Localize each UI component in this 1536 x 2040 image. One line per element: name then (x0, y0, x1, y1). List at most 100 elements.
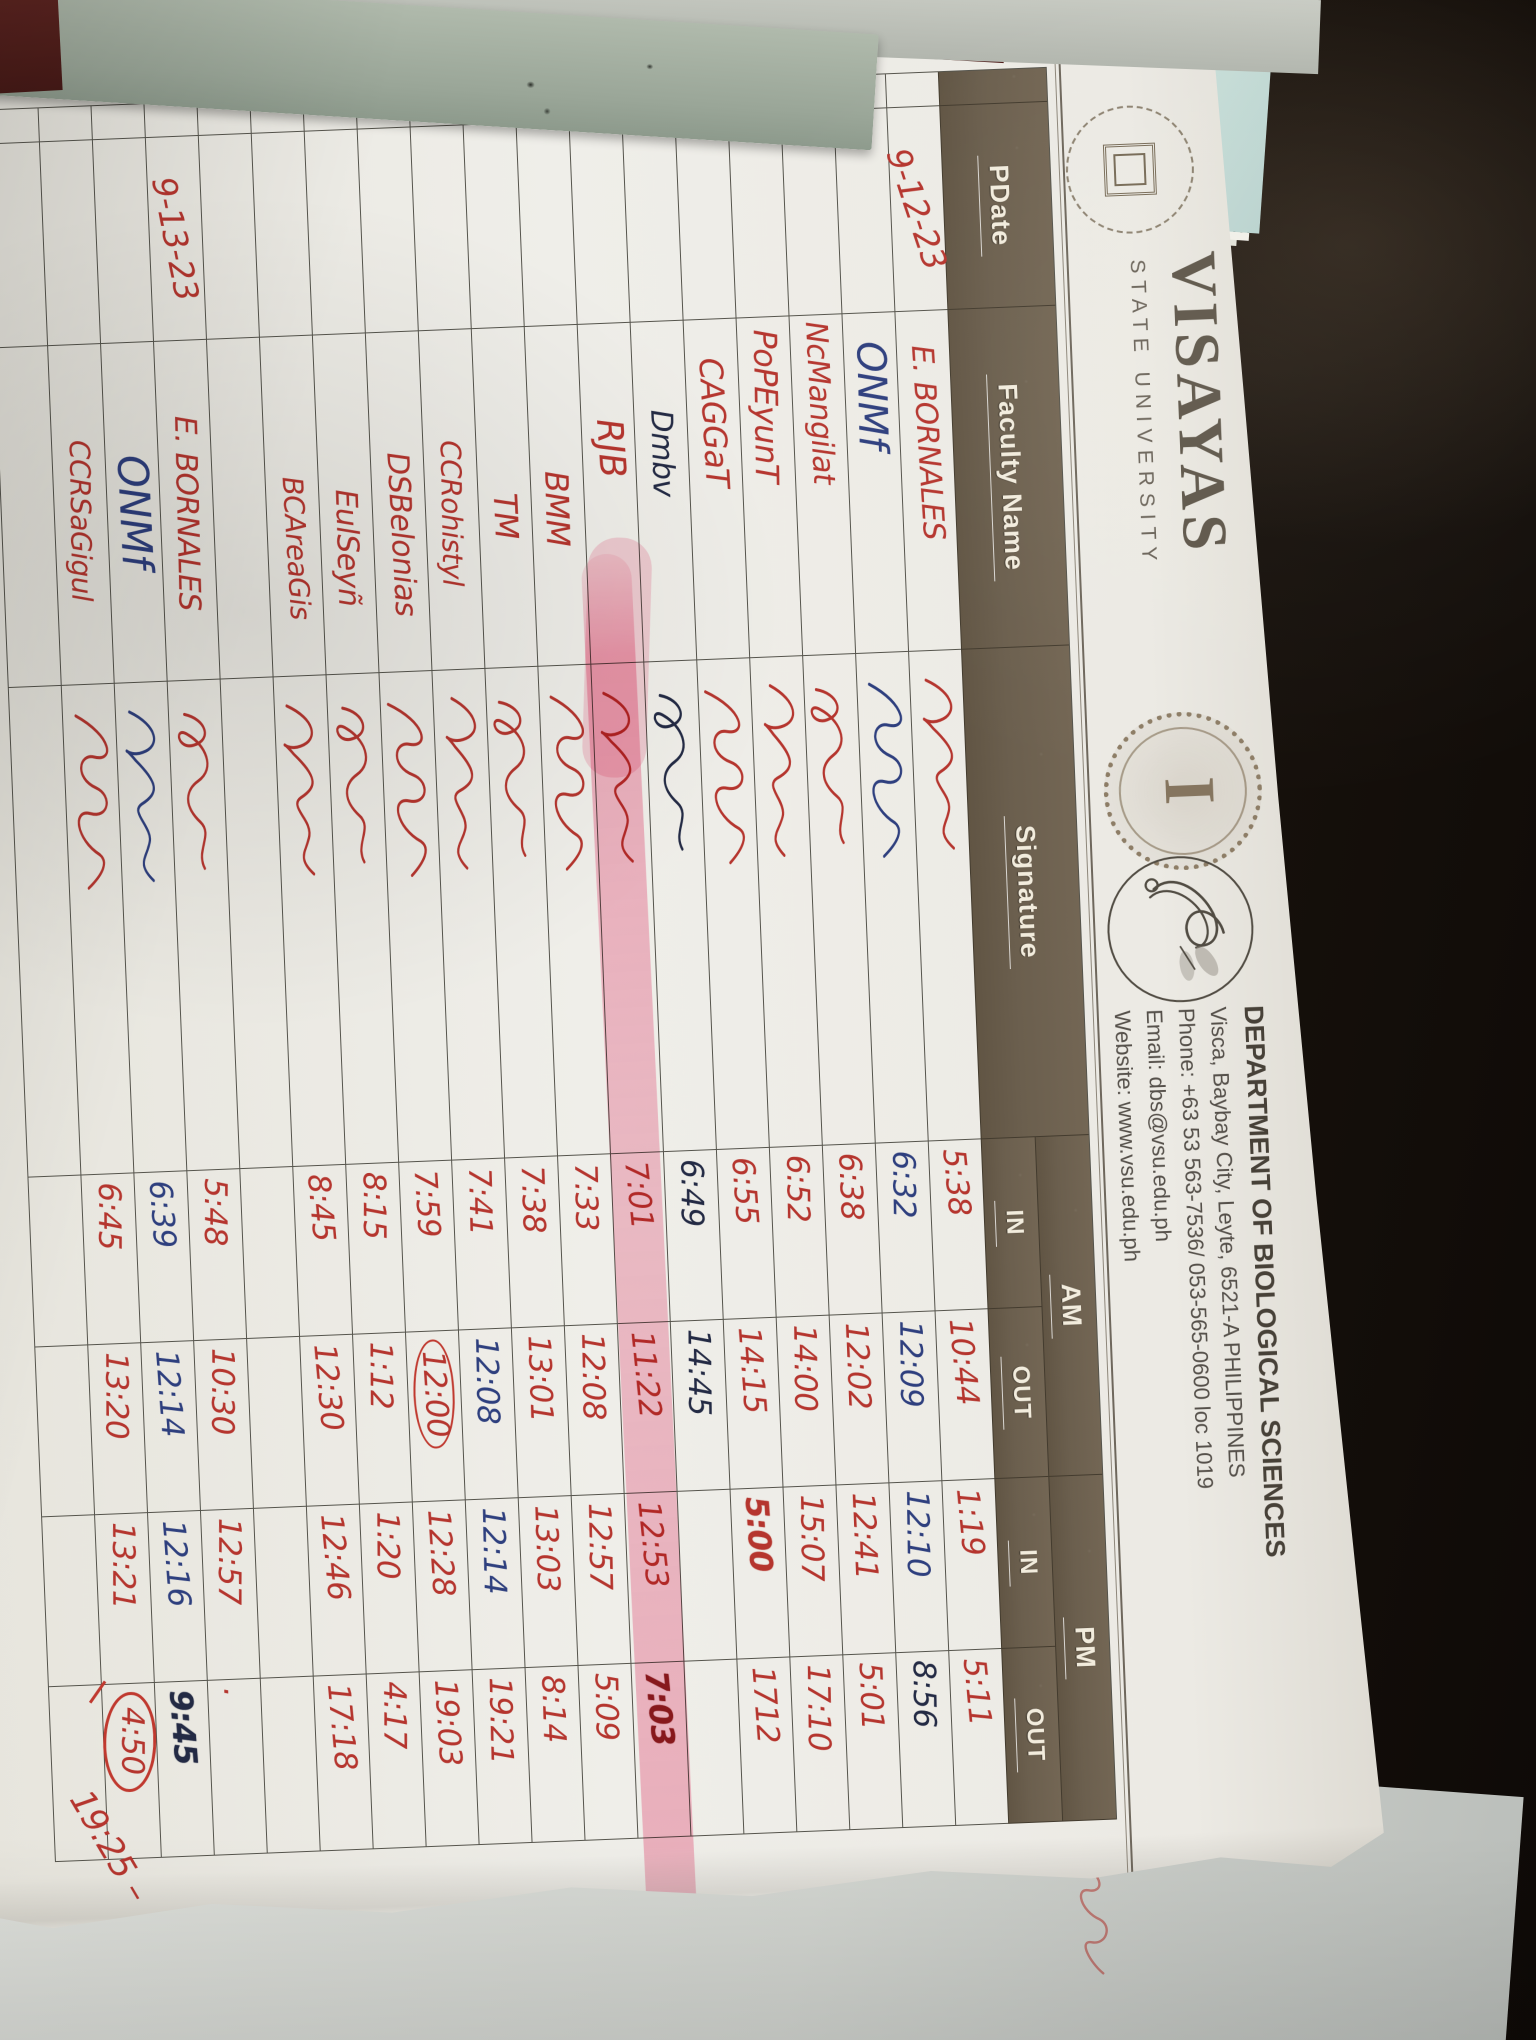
cell-pm-in: 12:41 (835, 1483, 895, 1655)
department-email: Email: dbs@vsu.edu.ph (1141, 1008, 1176, 1243)
cell-am-in (27, 1176, 87, 1348)
next-page-edge (0, 1679, 1524, 2040)
cell-am-in: 8:45 (292, 1165, 352, 1337)
cell-am-in: 7:38 (504, 1156, 564, 1328)
signature-scribble (68, 711, 116, 891)
header-signature: Signature (961, 645, 1089, 1139)
cell-am-in: 6:49 (663, 1150, 723, 1322)
vsu-mark-icon (1103, 143, 1157, 197)
cell-pm-in: 12:57 (200, 1509, 260, 1681)
cell-signature (643, 660, 716, 1152)
cell-pm-in: 15:07 (783, 1485, 843, 1657)
cell-pm-out (260, 1677, 320, 1854)
cell-am-out: 10:30 (193, 1339, 253, 1511)
header-faculty-name: Faculty Name (947, 306, 1069, 650)
cell-pm-in: 12:10 (888, 1481, 948, 1653)
cell-pm-out: 4:50 19:25 – (101, 1683, 161, 1860)
header-date: PDate (939, 102, 1055, 310)
cell-pm-out: 9:45 (154, 1681, 214, 1858)
cell-pm-out: 4:17 (366, 1672, 426, 1849)
cell-date (357, 127, 418, 333)
signature-scribble (913, 675, 975, 858)
cell-date (516, 121, 577, 327)
cell-am-in (239, 1167, 299, 1339)
cell-date: 9-13-23 (145, 136, 206, 342)
cell-pm-in: 12:46 (306, 1505, 366, 1677)
header-am-out: OUT (988, 1307, 1049, 1479)
cell-am-in: 6:55 (716, 1148, 776, 1320)
department-seal-icon (1105, 853, 1257, 1005)
signature-scribble (274, 701, 335, 884)
cell-pm-in: 13:03 (518, 1496, 578, 1668)
cell-date (568, 119, 629, 325)
cell-signature (484, 667, 557, 1159)
cell-signature (696, 658, 769, 1150)
cell-am-in: 6:45 (80, 1173, 140, 1345)
cell-signature (431, 669, 504, 1161)
college-pillar-glyph: I (1149, 775, 1231, 807)
cell-signature (114, 682, 187, 1174)
next-page-ink-smudge (1078, 1861, 1108, 1975)
university-name: VISAYAS (1158, 249, 1242, 557)
cell-signature (802, 654, 875, 1146)
signature-scribble (543, 691, 594, 872)
cell-am-out: 10:44 (935, 1309, 995, 1481)
cell-am-in: 6:52 (769, 1146, 829, 1318)
cell-pm-in: 12:14 (465, 1498, 525, 1670)
university-seal-icon (1051, 91, 1209, 249)
cell-am-in: 5:38 (928, 1139, 988, 1311)
cell-pm-in: 12:57 (571, 1494, 631, 1666)
signature-scribble (173, 706, 224, 887)
cell-signature (379, 671, 452, 1163)
cell-pm-in: 5:00 (730, 1488, 790, 1660)
cell-margin (885, 72, 939, 108)
cell-am-out (34, 1345, 94, 1517)
highlighter-streak-start (582, 537, 653, 779)
cell-pm-out: 1712 (736, 1657, 796, 1834)
signature-scribble (380, 697, 440, 880)
cell-date (92, 138, 153, 344)
cell-margin (38, 106, 92, 142)
cell-pm-out: 5:09 (578, 1664, 638, 1841)
cell-margin (91, 104, 145, 140)
cell-pm-in: 13:21 (94, 1513, 154, 1685)
cell-pm-out: 8:14 (525, 1666, 585, 1843)
cell-am-out: 12:08 (458, 1328, 518, 1500)
signature-scribble (862, 679, 912, 860)
cell-signature (273, 675, 346, 1167)
margin-header-cell (938, 68, 1047, 106)
cell-date: 9-12-23 (886, 106, 947, 312)
logbook-page: VISAYAS STATE UNIVERSITY I DEPARTMENT OF… (0, 0, 1393, 1969)
cell-date (674, 115, 735, 321)
cell-pm-out (683, 1660, 743, 1837)
cell-date (304, 130, 365, 336)
header-am-in: IN (981, 1137, 1042, 1309)
cell-date (251, 132, 312, 338)
signature-scribble (698, 684, 759, 867)
signature-scribble (331, 700, 383, 881)
cell-am-out: 12:00 (405, 1331, 465, 1503)
cell-pm-out: . (207, 1679, 267, 1856)
cell-am-out: 13:01 (511, 1326, 571, 1498)
cell-am-out: 13:20 (87, 1343, 147, 1515)
cover-corner-left (0, 0, 63, 94)
signature-scribble (649, 687, 702, 868)
cell-pm-in (253, 1507, 313, 1679)
cell-pm-out: 17:18 (313, 1674, 373, 1851)
cell-date (463, 123, 524, 329)
cell-date (410, 125, 471, 331)
cell-date (198, 134, 259, 340)
cell-am-out: 12:02 (829, 1313, 889, 1485)
cell-pm-in: 1:19 (941, 1479, 1001, 1651)
signature-scribble (116, 707, 174, 889)
cell-am-in: 6:32 (875, 1142, 935, 1314)
cell-signature (749, 656, 822, 1148)
signature-scribble (439, 696, 488, 876)
attendance-table: PDate Faculty Name Signature AM PM IN OU… (0, 67, 1117, 1862)
cell-am-out: 14:15 (723, 1318, 783, 1490)
cell-signature (537, 665, 610, 1157)
cell-am-in: 8:15 (345, 1163, 405, 1335)
cell-pm-out: 5:01 (842, 1653, 902, 1830)
cell-am-out: 12:30 (299, 1335, 359, 1507)
cell-am-in: 7:59 (398, 1161, 458, 1333)
